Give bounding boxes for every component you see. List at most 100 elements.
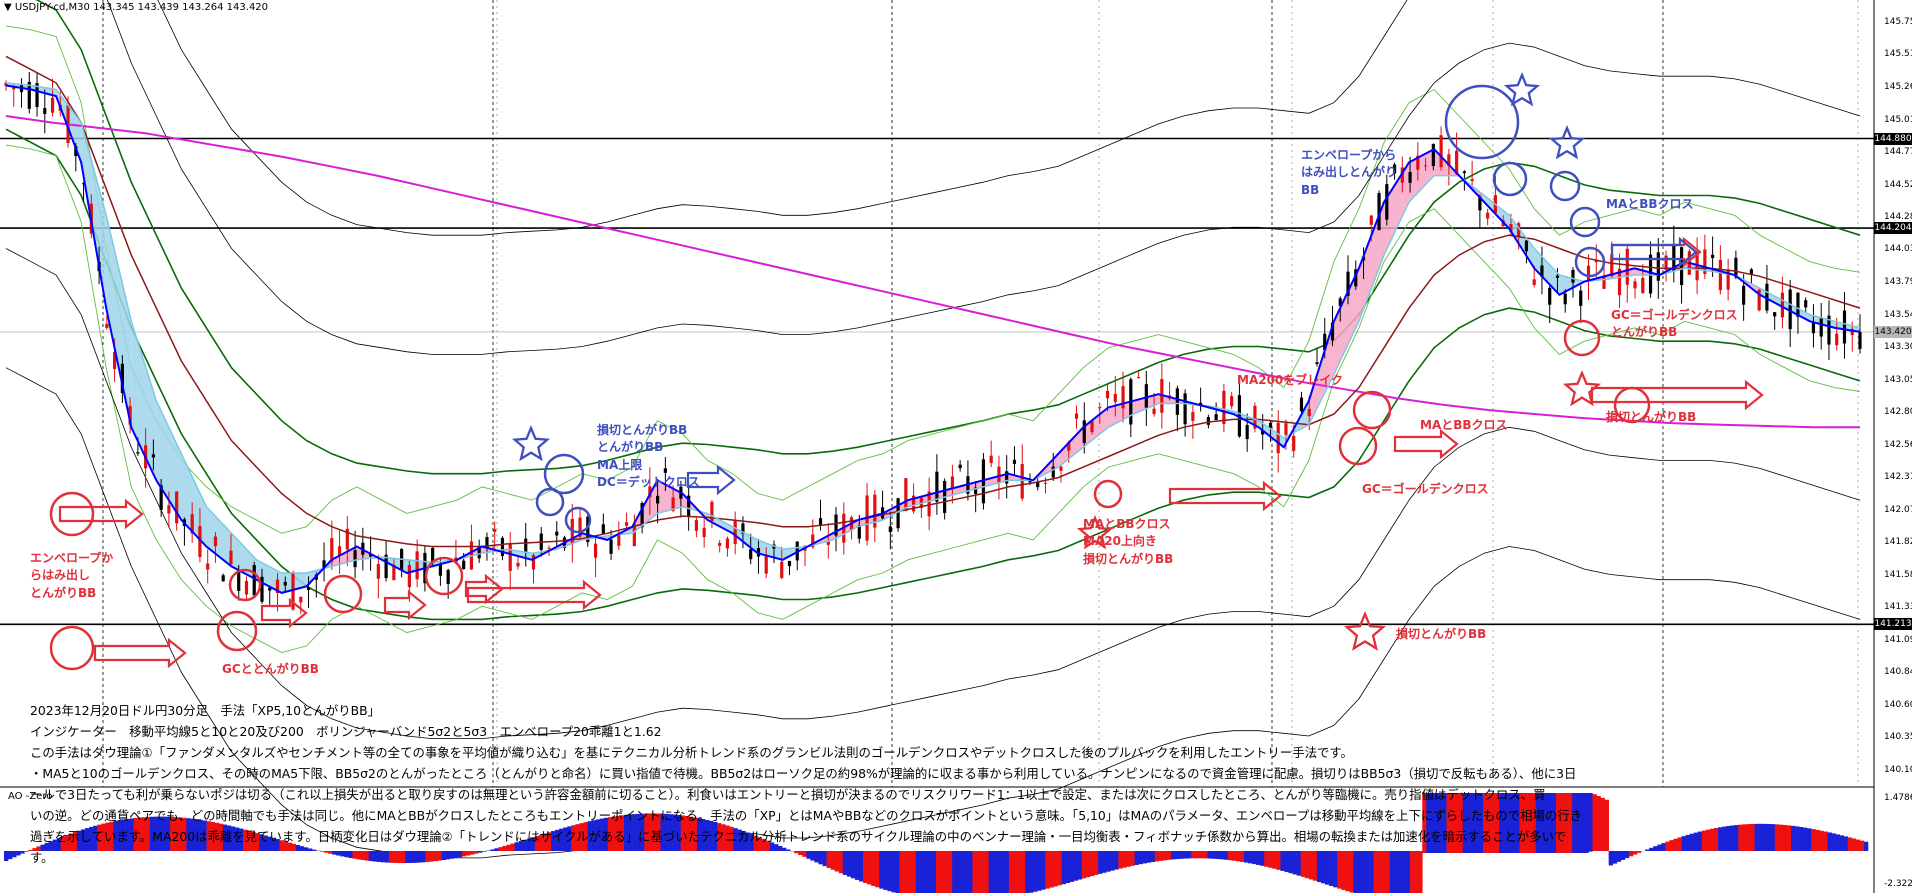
ao-bar (992, 851, 998, 893)
ao-bar (1215, 851, 1220, 860)
candle-body (756, 548, 761, 557)
ao-bar (64, 834, 70, 851)
candle-body (268, 587, 272, 591)
ao-bar (1527, 793, 1532, 853)
candle-body (787, 560, 792, 567)
ao-bar (1705, 829, 1711, 851)
ao-bar (1329, 851, 1334, 886)
ao-bar (186, 818, 191, 851)
candle-body (1524, 240, 1529, 252)
ao-bar (1653, 846, 1658, 851)
candle-body (1827, 315, 1831, 345)
bb-lower-3sigma (5, 144, 1861, 653)
ao-bar (786, 849, 791, 851)
ao-bar (40, 844, 45, 851)
ao-bar (445, 851, 451, 860)
candle-body (663, 468, 667, 473)
ao-bar (214, 822, 220, 851)
ao-bar (826, 851, 831, 868)
ao-bar (1004, 851, 1010, 893)
ao-bar (1746, 824, 1751, 851)
level-price-label: 144.204 (1874, 222, 1912, 235)
candle-body (35, 83, 39, 107)
candle-body (1455, 150, 1459, 174)
annotation-envelope-top: エンベロープから はみ出しとんがり BB (1301, 148, 1398, 197)
ao-bar (1422, 793, 1427, 853)
candle-body (857, 525, 861, 539)
ao-bar (1803, 827, 1808, 851)
candle-body (749, 549, 753, 560)
candle-body (1617, 268, 1622, 296)
candle-body (694, 520, 699, 531)
candle-body (1059, 466, 1063, 471)
ao-bar (765, 840, 771, 851)
ao-bar (1418, 851, 1423, 893)
candle-body (1253, 405, 1257, 429)
ao-bar (1199, 851, 1204, 859)
ao-bar (1252, 851, 1257, 865)
annotation-circle (323, 574, 363, 614)
candle-body (896, 498, 900, 529)
candle-body (1284, 423, 1288, 435)
ma-fill-segment (1108, 400, 1134, 428)
annotation-circle (49, 625, 95, 671)
ao-bar (4, 851, 9, 861)
ao-bar (1774, 824, 1780, 851)
candle-body (547, 547, 551, 549)
price-tick-label: 140.600 (1884, 699, 1912, 710)
candle-body (1478, 196, 1482, 211)
annotation-circle (424, 556, 464, 596)
ao-bar (753, 835, 759, 851)
ao-bar (680, 815, 686, 851)
ao-bar (1685, 834, 1691, 851)
candle-body (229, 550, 233, 565)
annotation-shapes (49, 71, 1764, 671)
candle-body (1369, 215, 1373, 225)
candle-body (935, 471, 939, 502)
ao-bar (1523, 793, 1528, 853)
ao-bar (623, 814, 629, 851)
ao-bar (636, 813, 641, 851)
ao-bar (1827, 832, 1832, 851)
ao-bar (1782, 824, 1788, 851)
ao-bar (583, 822, 588, 851)
ao-bar (1835, 834, 1840, 851)
ao-bar (976, 851, 981, 893)
candle-body (1144, 384, 1148, 408)
ao-bar (332, 851, 337, 855)
ao-bar (842, 851, 848, 875)
ao-bar (117, 820, 122, 851)
ma-fill-segment (1409, 149, 1435, 203)
ao-bar (1470, 793, 1476, 853)
ao-bar (863, 851, 868, 884)
candle-body (958, 464, 962, 469)
candle-body (1742, 285, 1746, 305)
ao-bar (1851, 838, 1857, 851)
ao-bar (275, 839, 280, 851)
ao-bar (1203, 851, 1208, 859)
description-line: 2023年12月20日ドル円30分足 手法「XP5,10とんがりBB」 (30, 703, 381, 718)
ao-bar (283, 841, 288, 851)
annotation-arrow (464, 573, 504, 605)
ao-bar (919, 851, 925, 893)
candle-body (1199, 402, 1203, 405)
ao-bar (1665, 841, 1670, 851)
ao-bar (494, 848, 499, 851)
annotation-arrow (466, 579, 602, 611)
ao-bar (101, 823, 106, 851)
ao-bar (1353, 851, 1358, 893)
ao-bar (1714, 827, 1719, 851)
candle-body (718, 542, 722, 546)
price-tick-label: 143.540 (1884, 310, 1912, 321)
candle-body (888, 526, 892, 533)
annotation-star (1548, 124, 1586, 160)
candle-body (912, 495, 916, 512)
candle-body (167, 505, 171, 514)
annotation-ma-bb-cross-blue: MAとBBクロス (1606, 197, 1694, 211)
candle-body (485, 537, 489, 549)
candle-body (904, 478, 908, 511)
ao-bar (672, 814, 677, 851)
ao-bar (1511, 793, 1516, 853)
ao-bar (449, 851, 455, 859)
candle-body (384, 554, 388, 579)
